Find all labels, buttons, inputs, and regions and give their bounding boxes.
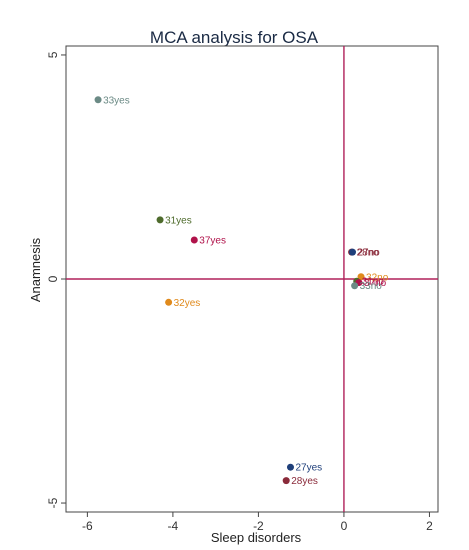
point-label: 27no [357, 248, 380, 259]
point-27no: 27no [348, 248, 380, 259]
point-marker [165, 298, 173, 306]
point-label: 37yes [199, 236, 226, 247]
point-label: 33no [360, 281, 383, 292]
x-axis-title: Sleep disorders [211, 530, 302, 545]
point-marker [357, 273, 365, 281]
point-marker [282, 477, 290, 485]
point-31yes: 31yes [156, 215, 192, 226]
point-marker [94, 96, 102, 104]
point-28yes: 28yes [282, 476, 318, 487]
point-label: 37no [364, 278, 387, 289]
point-label: 28no [357, 248, 380, 259]
point-33yes: 33yes [94, 95, 130, 106]
point-label: 31no [362, 277, 385, 288]
point-marker [156, 216, 164, 224]
point-33no: 33no [351, 281, 382, 292]
y-tick-label: -5 [46, 497, 60, 508]
point-37yes: 37yes [190, 236, 226, 247]
point-marker [351, 282, 359, 290]
point-label: 27yes [295, 463, 322, 474]
point-32yes: 32yes [165, 298, 200, 309]
point-marker [286, 463, 294, 471]
y-tick-label: 5 [46, 51, 60, 58]
point-label: 32no [366, 272, 389, 283]
reference-lines [66, 46, 438, 512]
y-tick-label: 0 [46, 275, 60, 282]
x-tick-label: 2 [426, 519, 433, 533]
x-tick-label: -6 [82, 519, 93, 533]
x-tick-label: -2 [253, 519, 264, 533]
point-label: 31yes [165, 215, 192, 226]
point-label: 32yes [174, 298, 201, 309]
point-marker [190, 236, 198, 244]
point-marker [348, 248, 356, 256]
point-27yes: 27yes [286, 463, 322, 474]
axes: -6 -4 -2 0 2 -5 0 5 [46, 51, 433, 533]
point-label: 28yes [291, 476, 318, 487]
y-axis-title: Anamnesis [28, 237, 43, 302]
x-tick-label: -4 [168, 519, 179, 533]
point-label: 33yes [103, 95, 130, 106]
point-32no: 32no [357, 272, 389, 283]
chart-title: MCA analysis for OSA [150, 28, 319, 47]
x-tick-label: 0 [341, 519, 348, 533]
